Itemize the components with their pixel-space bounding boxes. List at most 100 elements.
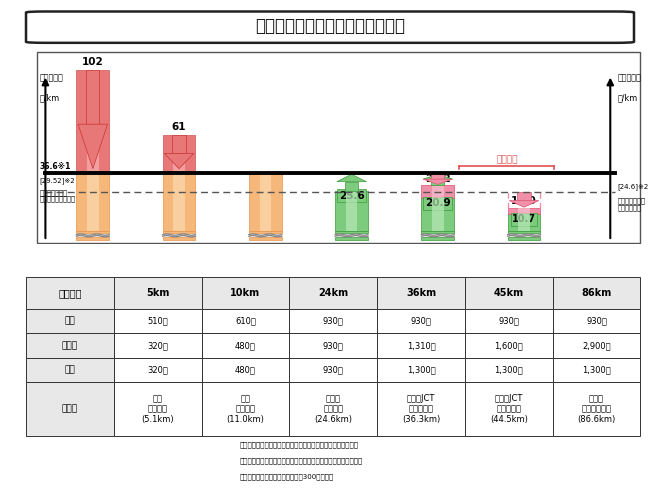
Bar [201, 309, 289, 333]
Bar [508, 237, 541, 240]
Bar [249, 237, 282, 240]
Text: 930円: 930円 [411, 317, 432, 325]
Bar [259, 173, 271, 231]
Bar [86, 70, 100, 124]
Text: 320円: 320円 [147, 341, 168, 350]
Polygon shape [423, 174, 453, 179]
Text: 480円: 480円 [235, 341, 256, 350]
Text: 61: 61 [172, 122, 186, 132]
Bar [465, 277, 552, 309]
Text: 区間例: 区間例 [62, 405, 78, 414]
Bar [377, 277, 465, 309]
Bar [163, 173, 195, 231]
Bar [77, 231, 109, 233]
Bar [552, 382, 640, 436]
Text: 930円: 930円 [586, 317, 607, 325]
Text: 510円: 510円 [147, 317, 168, 325]
Bar [552, 277, 640, 309]
Bar [432, 185, 444, 198]
Text: （参考）首都高速の料金について: （参考）首都高速の料金について [255, 17, 405, 35]
Bar [114, 358, 201, 382]
Bar [431, 173, 444, 179]
Polygon shape [337, 174, 366, 182]
Text: 対距離: 対距離 [62, 341, 78, 350]
Text: 2,900円: 2,900円 [582, 341, 611, 350]
Text: [29.52]※2: [29.52]※2 [40, 178, 75, 184]
Text: 930円: 930円 [323, 317, 344, 325]
Text: 高速自動車国道: 高速自動車国道 [40, 189, 67, 196]
Bar [201, 358, 289, 382]
Bar [465, 309, 552, 333]
Bar [508, 215, 541, 231]
Text: [24.6]※2: [24.6]※2 [617, 183, 648, 190]
Bar [77, 173, 109, 231]
Bar [377, 333, 465, 358]
Bar [289, 382, 377, 436]
Text: 『普通車』: 『普通車』 [40, 73, 63, 82]
Bar [114, 333, 201, 358]
Text: 10.7: 10.7 [512, 215, 536, 224]
Text: 円/km: 円/km [617, 93, 638, 102]
Bar [26, 333, 114, 358]
Bar [377, 309, 465, 333]
Bar [249, 231, 282, 233]
Text: 930円: 930円 [323, 341, 344, 350]
Bar [289, 277, 377, 309]
Bar [422, 231, 454, 233]
Text: 10km: 10km [230, 288, 261, 298]
Polygon shape [78, 124, 108, 169]
Text: 36km: 36km [406, 288, 436, 298]
Bar [289, 333, 377, 358]
Bar [201, 382, 289, 436]
Polygon shape [423, 179, 453, 184]
Bar [174, 173, 185, 231]
Text: 円/km: 円/km [40, 93, 59, 102]
Bar [335, 237, 368, 240]
Text: 1,600円: 1,600円 [494, 341, 523, 350]
Text: 86km: 86km [581, 288, 612, 298]
Bar [289, 309, 377, 333]
Text: 渋滞緩和: 渋滞緩和 [496, 155, 517, 164]
Bar [26, 309, 114, 333]
Bar [163, 135, 195, 173]
Polygon shape [510, 201, 539, 207]
Text: 610円: 610円 [235, 317, 256, 325]
Bar [249, 173, 282, 231]
Bar [465, 358, 552, 382]
Bar [289, 358, 377, 382]
Text: 102: 102 [82, 58, 104, 67]
Bar [163, 237, 195, 240]
Polygon shape [164, 153, 194, 169]
Bar [172, 135, 185, 153]
Text: 現行: 現行 [65, 317, 75, 325]
Text: 1,300円: 1,300円 [407, 366, 436, 375]
Bar [508, 231, 541, 233]
Text: 注１）　高速自動車国道（大都市近郊区間）は、東名高速の例: 注１） 高速自動車国道（大都市近郊区間）は、東名高速の例 [240, 441, 358, 447]
Text: 高速自動車国道
（普通区間）: 高速自動車国道 （普通区間） [617, 197, 645, 211]
Bar [174, 135, 185, 173]
Text: 1,300円: 1,300円 [582, 366, 611, 375]
Text: 利用距離: 利用距離 [58, 288, 82, 298]
Bar [377, 358, 465, 382]
Text: 西池袋
～空港西
(24.6km): 西池袋 ～空港西 (24.6km) [314, 394, 352, 424]
Bar [87, 173, 98, 231]
Text: 渋谷
～霧が関
(5.1km): 渋谷 ～霧が関 (5.1km) [141, 394, 174, 424]
Text: 930円: 930円 [498, 317, 519, 325]
Bar [432, 198, 444, 231]
Text: 20.9: 20.9 [425, 198, 451, 208]
Text: 注３）　下限料金を普通車の場合300円に設定: 注３） 下限料金を普通車の場合300円に設定 [240, 474, 334, 480]
Text: 注２）　消費税及びターミナルチャージを除いた場合の料金水準: 注２） 消費税及びターミナルチャージを除いた場合の料金水準 [240, 457, 363, 464]
Bar [465, 333, 552, 358]
Bar [345, 182, 358, 191]
Bar [335, 191, 368, 231]
Bar [335, 231, 368, 233]
Bar [422, 198, 454, 231]
Text: 320円: 320円 [147, 366, 168, 375]
Text: 美女木JCT
～東関東道
(44.5km): 美女木JCT ～東関東道 (44.5km) [490, 394, 528, 424]
Bar [552, 309, 640, 333]
Bar [508, 208, 541, 215]
Bar [422, 237, 454, 240]
Bar [422, 185, 454, 198]
Text: （大都市近郊区間）: （大都市近郊区間） [40, 196, 75, 202]
Bar [77, 237, 109, 240]
